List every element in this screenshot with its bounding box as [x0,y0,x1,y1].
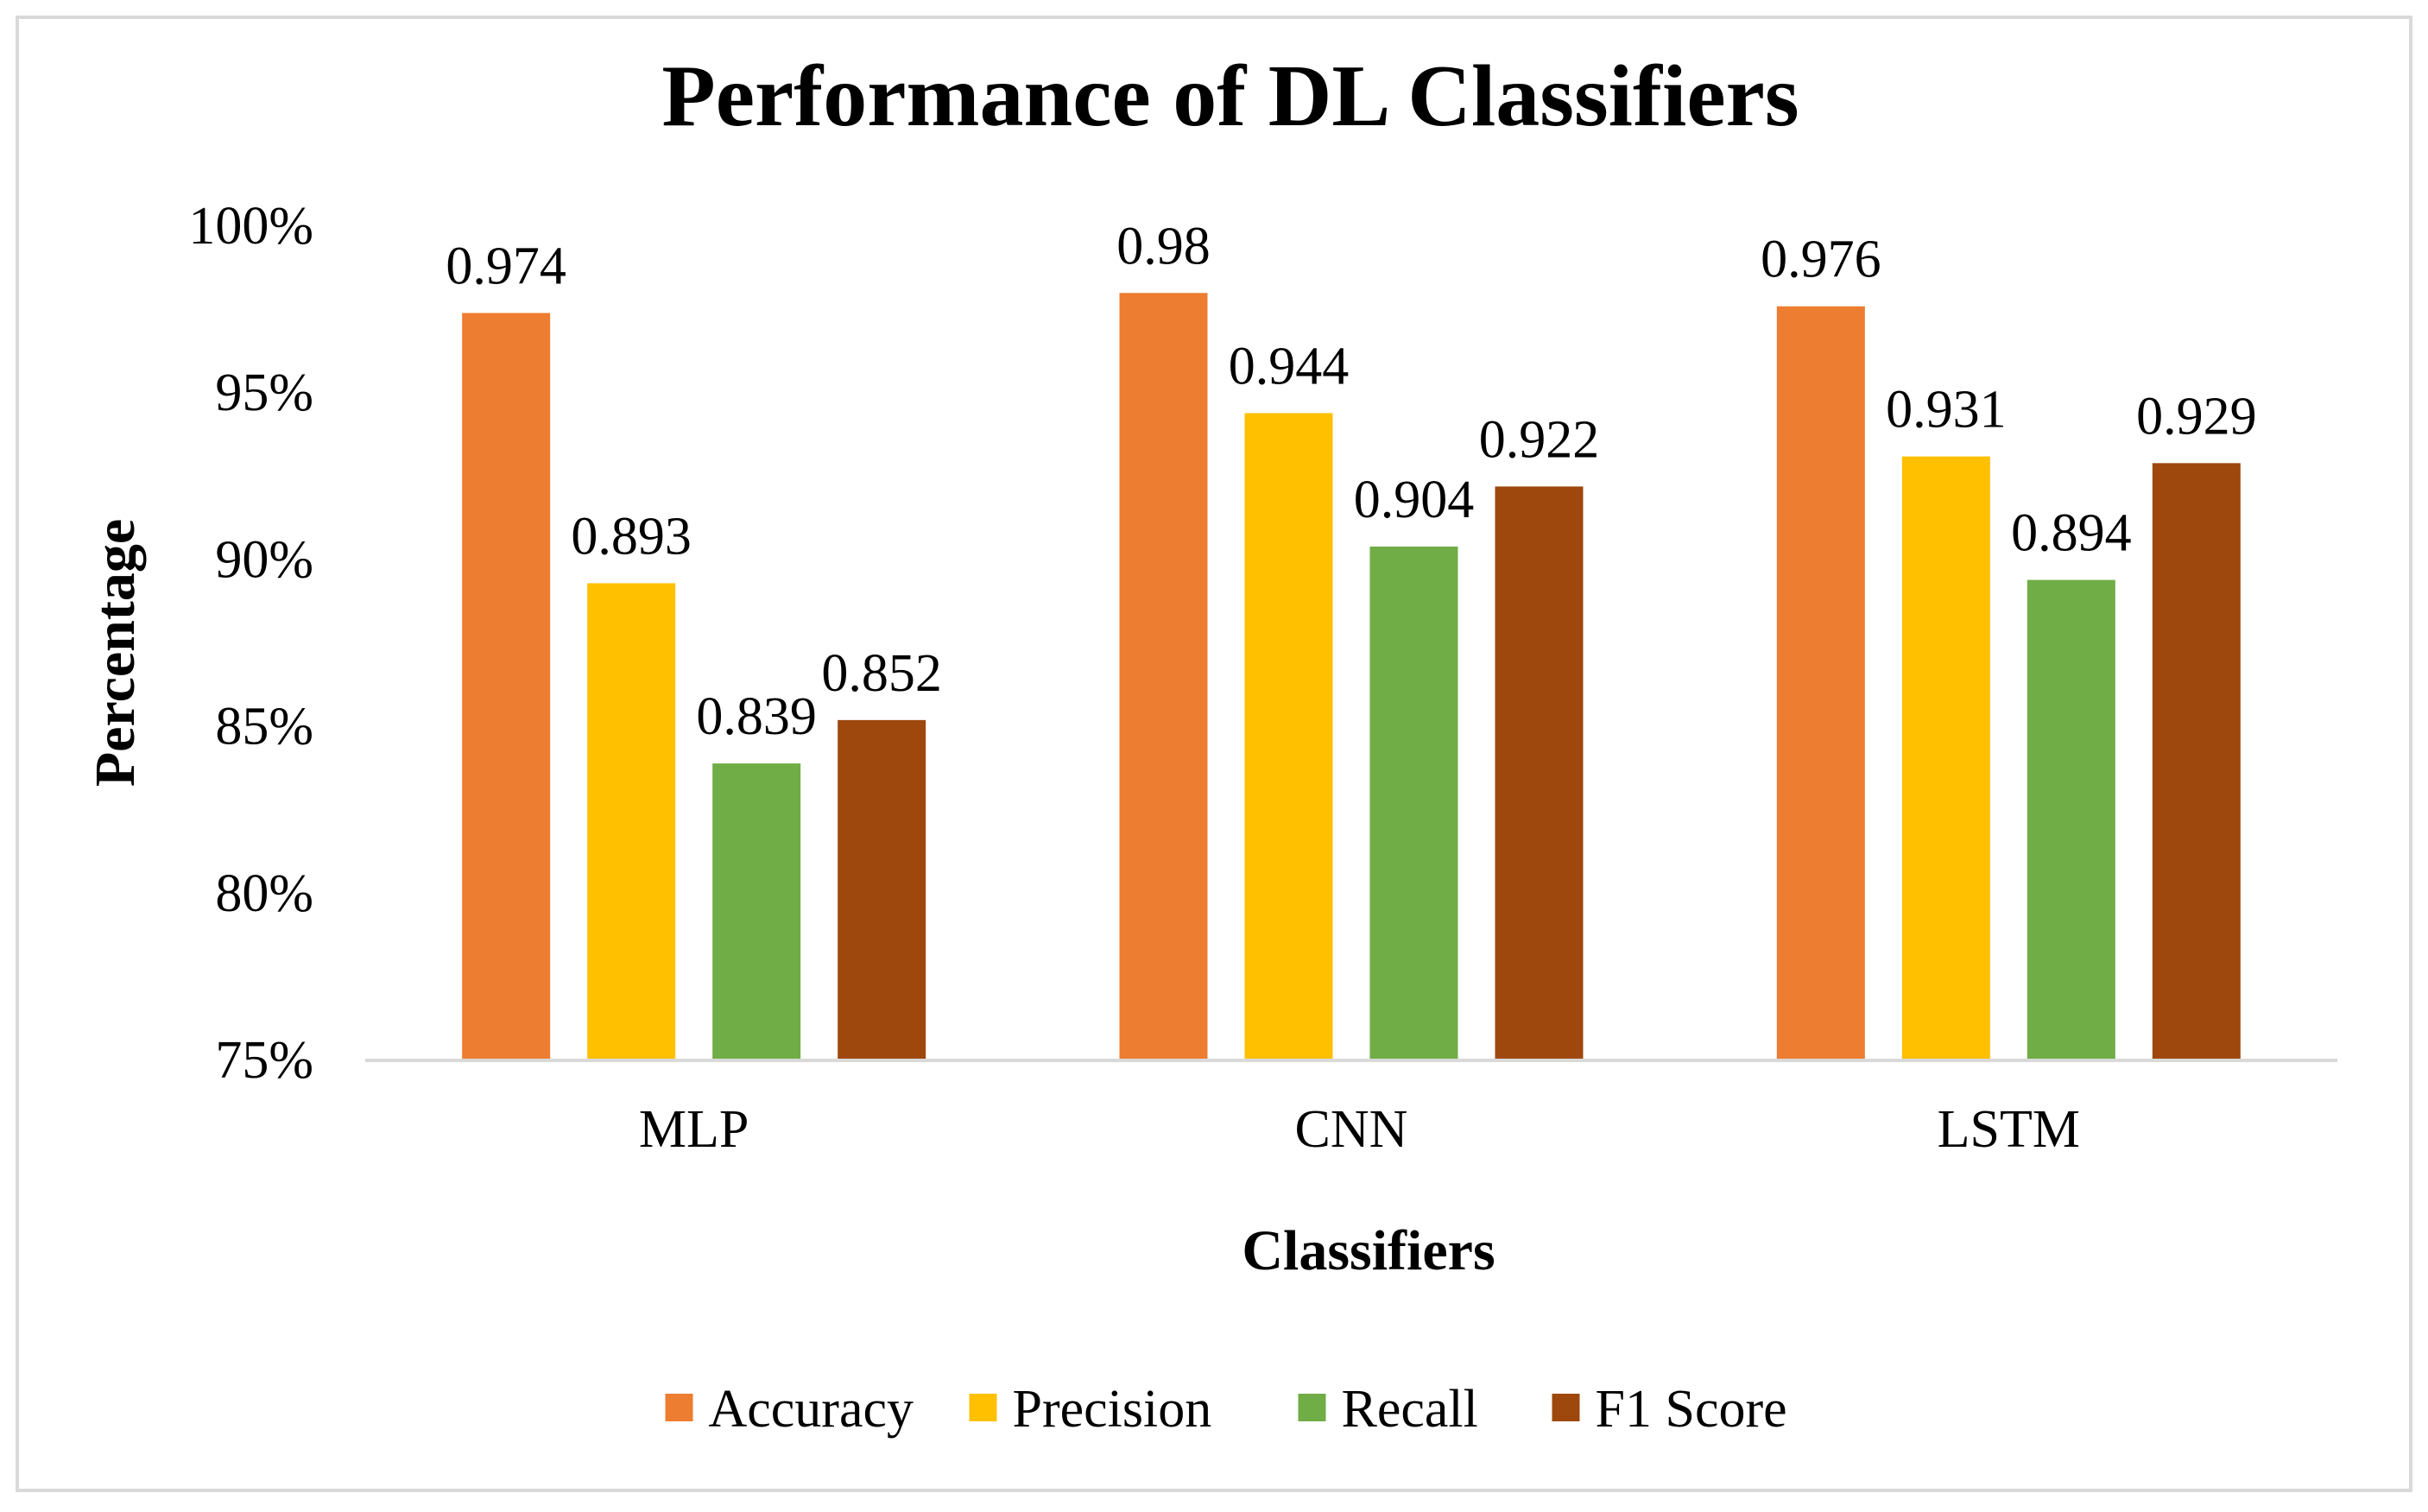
bar-f1-score-lstm [2152,463,2241,1060]
data-label: 0.974 [446,237,566,295]
data-label: 0.894 [2011,504,2132,563]
data-label: 0.931 [1886,381,2007,440]
y-tick-label: 90% [215,530,313,589]
data-label: 0.839 [696,687,817,746]
x-category-label: CNN [1295,1100,1408,1159]
bar-recall-mlp [712,763,801,1060]
data-label: 0.944 [1229,337,1350,395]
y-tick-label: 95% [215,364,313,422]
data-label: 0.929 [2136,387,2257,446]
legend-swatch-recall [1298,1394,1326,1421]
chart-title: Performance of DL Classifiers [661,47,1799,145]
y-axis-ticks: 75% 80% 85% 90% 95% 100% [188,197,313,1090]
y-tick-label: 75% [215,1031,313,1090]
x-category-label: LSTM [1938,1100,2080,1159]
x-category-label: MLP [639,1100,749,1159]
legend: Accuracy Precision Recall F1 Score [665,1380,1787,1439]
bar-precision-cnn [1244,413,1333,1060]
y-tick-label: 100% [188,197,313,256]
legend-label: Precision [1013,1380,1212,1439]
data-label: 0.852 [821,644,942,703]
legend-label: F1 Score [1596,1380,1787,1439]
chart-border [16,16,2412,1492]
bar-recall-lstm [2026,579,2115,1060]
x-axis-categories: MLP CNN LSTM [639,1100,2080,1159]
bar-accuracy-cnn [1119,293,1208,1060]
legend-label: Accuracy [709,1380,914,1439]
legend-label: Recall [1342,1380,1478,1439]
legend-swatch-precision [969,1394,997,1421]
x-axis-title: Classifiers [1242,1219,1495,1282]
data-label: 0.893 [571,507,692,566]
bar-accuracy-mlp [462,313,551,1060]
bar-precision-lstm [1901,456,1990,1060]
bars-group [462,293,2241,1061]
data-label: 0.976 [1761,231,1881,289]
legend-swatch-accuracy [665,1394,693,1421]
bar-recall-cnn [1369,546,1458,1060]
data-label: 0.922 [1479,410,1600,469]
bar-precision-mlp [587,583,676,1060]
y-axis-title: Percentage [84,519,147,787]
bar-accuracy-lstm [1776,306,1865,1061]
bar-f1-score-mlp [838,719,926,1060]
legend-swatch-f1-score [1552,1394,1580,1421]
bar-f1-score-cnn [1495,486,1584,1060]
y-tick-label: 80% [215,864,313,923]
y-tick-label: 85% [215,698,313,756]
data-label: 0.98 [1116,217,1211,275]
data-label: 0.904 [1354,471,1475,529]
